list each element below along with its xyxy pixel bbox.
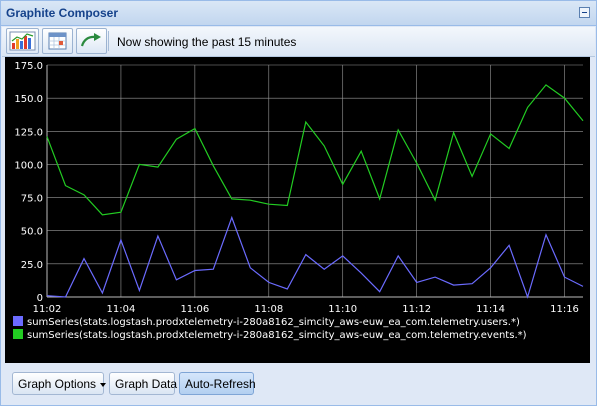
graph-options-label: Graph Options bbox=[18, 377, 97, 391]
series-line-1 bbox=[46, 215, 584, 299]
x-tick-label: 11:04 bbox=[107, 304, 136, 315]
toolbar-separator bbox=[108, 31, 109, 51]
refresh-arrow-icon bbox=[80, 33, 101, 47]
calendar-icon bbox=[48, 32, 67, 50]
auto-refresh-label: Auto-Refresh bbox=[185, 377, 256, 391]
y-tick-label: 150.0 bbox=[14, 94, 43, 105]
legend-entry-1: sumSeries(stats.logstash.prodxtelemetry-… bbox=[27, 317, 520, 328]
bottom-toolbar: Graph Options Graph Data Auto-Refresh bbox=[2, 366, 595, 404]
graph-chart-button[interactable] bbox=[6, 28, 39, 54]
collapse-icon[interactable] bbox=[579, 7, 590, 18]
y-tick-label: 25.0 bbox=[21, 260, 43, 271]
line-chart: 175.0 150.0 125.0 100.0 75.0 50.0 25.0 011:02 11… bbox=[13, 61, 584, 341]
legend-entry-2: sumSeries(stats.logstash.prodxtelemetry-… bbox=[27, 330, 527, 341]
x-tick-label: 11:12 bbox=[402, 304, 431, 315]
x-tick-label: 11:06 bbox=[180, 304, 209, 315]
bar-chart-icon bbox=[9, 31, 36, 51]
calendar-button[interactable] bbox=[42, 28, 73, 54]
auto-refresh-button[interactable]: Auto-Refresh bbox=[179, 372, 256, 395]
refresh-button[interactable] bbox=[76, 28, 107, 54]
x-tick-label: 11:02 bbox=[33, 304, 62, 315]
title-bar: Graphite Composer bbox=[1, 1, 596, 26]
y-tick-label: 75.0 bbox=[21, 194, 43, 205]
time-range-status: Now showing the past 15 minutes bbox=[117, 35, 297, 49]
y-tick-label: 100.0 bbox=[14, 160, 43, 171]
graph-options-button[interactable]: Graph Options bbox=[12, 372, 107, 395]
series-line-2 bbox=[46, 84, 584, 216]
x-tick-label: 11:14 bbox=[476, 304, 505, 315]
graph-area: 175.0 150.0 125.0 100.0 75.0 50.0 25.0 0 11:02 11… bbox=[5, 57, 590, 363]
window-title: Graphite Composer bbox=[6, 6, 119, 20]
toolbar: Now showing the past 15 minutes bbox=[2, 27, 595, 57]
y-tick-label: 50.0 bbox=[21, 227, 43, 238]
legend-swatch-2 bbox=[13, 329, 23, 339]
x-tick-label: 11:08 bbox=[254, 304, 283, 315]
x-tick-label: 11:16 bbox=[550, 304, 579, 315]
x-tick-label: 11:10 bbox=[328, 304, 357, 315]
chevron-down-icon bbox=[100, 382, 107, 387]
legend-swatch-1 bbox=[13, 316, 23, 326]
graph-data-button[interactable]: Graph Data bbox=[109, 372, 178, 395]
graph-data-label: Graph Data bbox=[115, 377, 178, 391]
y-tick-label: 125.0 bbox=[14, 127, 43, 138]
y-tick-label: 175.0 bbox=[14, 61, 43, 72]
y-tick-label: 0 bbox=[37, 293, 43, 304]
